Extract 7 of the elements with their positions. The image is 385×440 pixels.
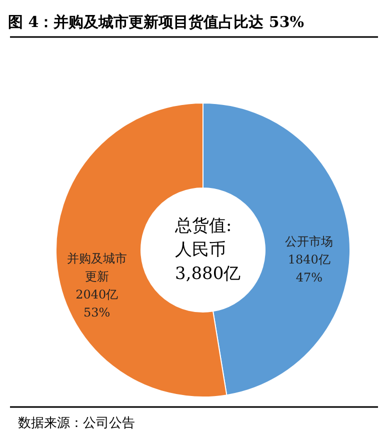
chart-title: 图 4：并购及城市更新项目货值占比达 53% [8, 13, 304, 31]
slice-label: 公开市场 [285, 234, 334, 248]
text: 总货值: 人民币 3,880亿 [174, 216, 241, 284]
data-label: 1840亿 47% [288, 252, 330, 284]
slice-label: 并购及城市更新 [66, 252, 127, 284]
data-label: 2040亿 53% [76, 288, 118, 320]
source-note: 数据来源：公司公告 [18, 416, 135, 431]
